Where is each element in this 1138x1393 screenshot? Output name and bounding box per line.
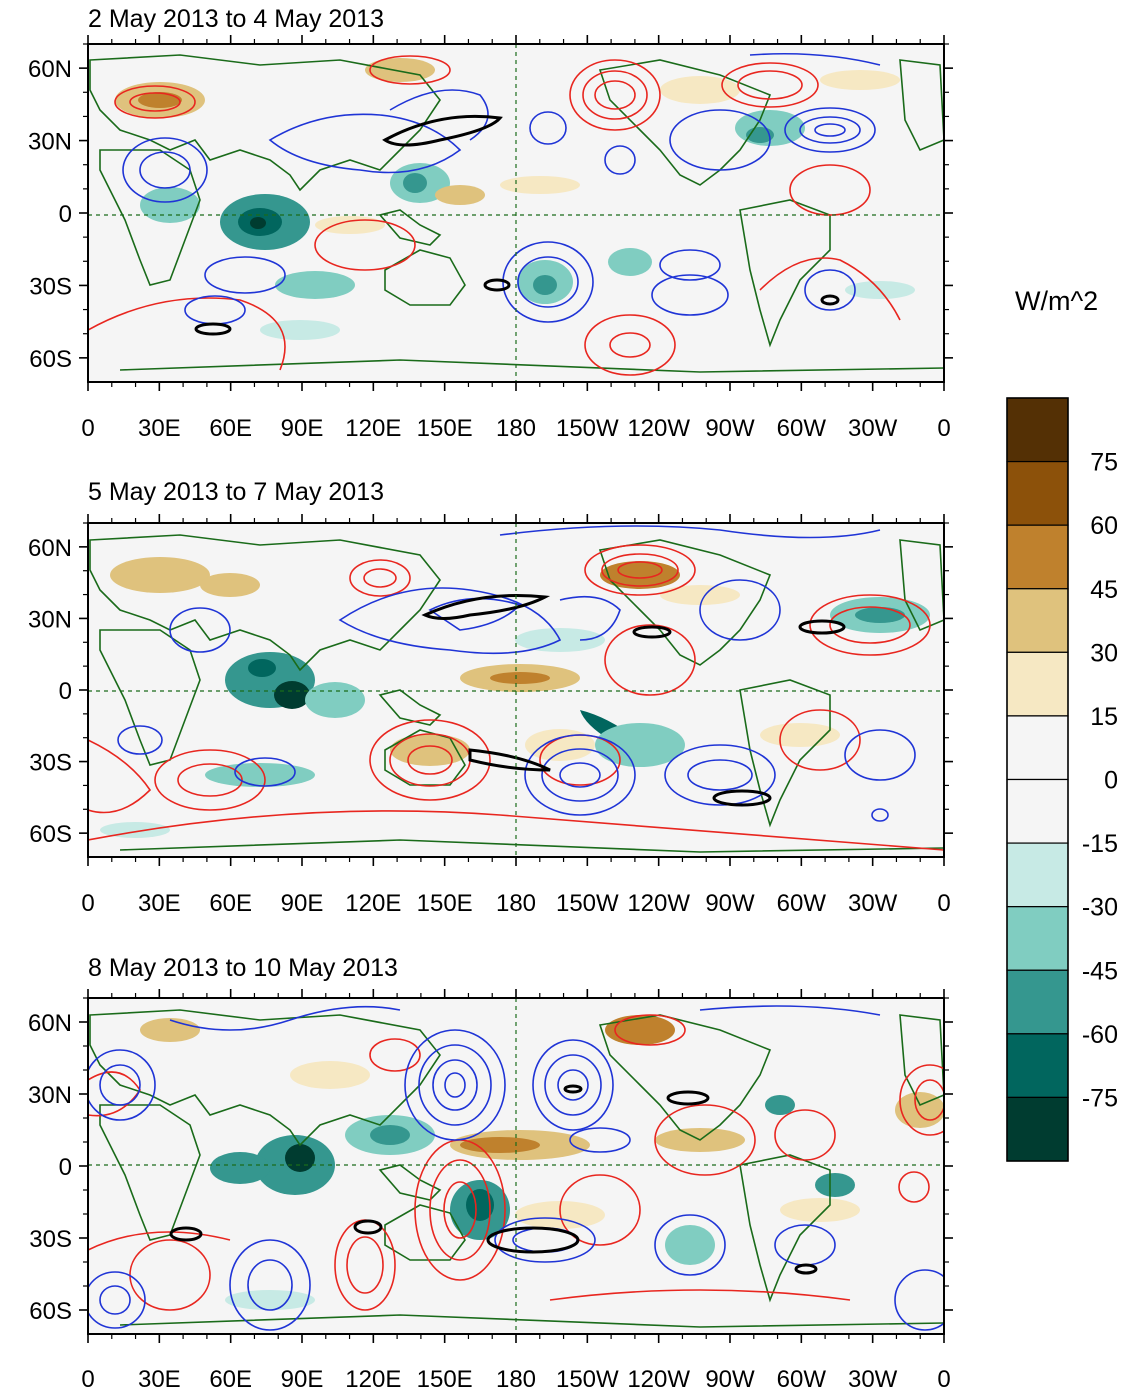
lon-tick-label: 60E [209, 1366, 252, 1393]
lon-tick-label: 60W [777, 415, 827, 442]
colorbar-swatch [1006, 1096, 1069, 1162]
panel-title: 8 May 2013 to 10 May 2013 [88, 954, 398, 982]
lon-tick-label: 30E [138, 1366, 181, 1393]
lon-tick-label: 120E [345, 415, 401, 442]
lat-tick-label: 60S [29, 346, 72, 373]
colorbar-labels: 75 60 45 30 15 0 -15 -30 -45 -60 -75 [1082, 449, 1118, 1113]
lon-tick-label: 30W [848, 415, 898, 442]
colorbar-swatch [1006, 778, 1069, 844]
lon-tick-label: 180 [496, 1366, 536, 1393]
map-panel-3: 8 May 2013 to 10 May 2013 [28, 954, 953, 1393]
lon-tick-label: 90E [281, 890, 324, 917]
panel-title: 2 May 2013 to 4 May 2013 [88, 5, 384, 33]
colorbar-swatch [1006, 588, 1069, 653]
colorbar-label: -15 [1082, 830, 1118, 858]
colorbar-swatch [1006, 460, 1069, 526]
lon-tick-label: 30W [848, 890, 898, 917]
lon-tick-label: 120W [627, 1366, 690, 1393]
colorbar-label: -30 [1082, 894, 1118, 922]
colorbar-units: W/m^2 [1015, 286, 1098, 316]
lon-tick-label: 150W [556, 890, 619, 917]
lon-tick-label: 90W [705, 1366, 755, 1393]
coastlines [89, 534, 944, 853]
lat-tick-label: 60S [29, 1298, 72, 1325]
colorbar-frame [1006, 397, 1069, 1162]
lon-tick-label: 150E [417, 890, 473, 917]
lat-tick-label: 30N [28, 129, 72, 156]
colorbar-swatch [1006, 524, 1069, 590]
lon-tick-label: 60E [209, 415, 252, 442]
colorbar-label: 45 [1090, 576, 1118, 604]
lon-tick-label: 90E [281, 415, 324, 442]
colorbar-swatch [1006, 715, 1069, 781]
colorbar-label: 15 [1090, 703, 1118, 731]
coastlines [89, 54, 944, 373]
lat-tick-label: 60S [29, 821, 72, 848]
lon-tick-label: 0 [937, 890, 950, 917]
axis-ticks: 0 30E 60E 90E 120E 150E 180 150W 120W 90W 60W 30W 0 6… [28, 514, 953, 917]
colorbar-swatch [1006, 906, 1069, 971]
colorbar-swatch [1006, 1033, 1069, 1099]
lat-tick-label: 30S [29, 750, 72, 777]
lon-tick-label: 0 [81, 890, 94, 917]
colorbar-label: 0 [1104, 767, 1118, 795]
colorbar: W/m^2 75 60 45 30 15 0 -15 -30 -45 -60 -75 [1006, 286, 1118, 1162]
lon-tick-label: 120E [345, 890, 401, 917]
colorbar-label: 30 [1090, 639, 1118, 667]
lon-tick-label: 30W [848, 1366, 898, 1393]
colorbar-swatches [1006, 397, 1069, 1162]
lat-tick-label: 30N [28, 606, 72, 633]
lon-tick-label: 150E [417, 1366, 473, 1393]
lon-tick-label: 120E [345, 1366, 401, 1393]
contour-lines [88, 52, 901, 376]
lat-tick-label: 30S [29, 1226, 72, 1253]
map-panel-1: 2 May 2013 to 4 May 2013 [28, 5, 953, 442]
lat-tick-label: 60N [28, 56, 72, 83]
lon-tick-label: 150W [556, 1366, 619, 1393]
lat-tick-label: 30S [29, 273, 72, 300]
lon-tick-label: 0 [937, 1366, 950, 1393]
lon-tick-label: 0 [81, 1366, 94, 1393]
contour-lines [88, 1005, 944, 1331]
lon-tick-label: 90W [705, 890, 755, 917]
lat-tick-label: 0 [59, 201, 72, 228]
lon-tick-label: 60E [209, 890, 252, 917]
colorbar-label: -60 [1082, 1021, 1118, 1049]
lat-tick-label: 60N [28, 535, 72, 562]
lat-tick-label: 0 [59, 678, 72, 705]
colorbar-label: -45 [1082, 957, 1118, 985]
lon-tick-label: 120W [627, 890, 690, 917]
lon-tick-label: 180 [496, 415, 536, 442]
panel-title: 5 May 2013 to 7 May 2013 [88, 478, 384, 506]
colorbar-swatch [1006, 651, 1069, 717]
lon-tick-label: 120W [627, 415, 690, 442]
lon-tick-label: 60W [777, 890, 827, 917]
shading-field [140, 1015, 944, 1310]
contour-lines [88, 525, 944, 851]
axis-ticks: 0 30E 60E 90E 120E 150E 180 150W 120W 90W 60W 30W 0 6… [28, 35, 953, 442]
colorbar-swatch [1006, 842, 1069, 908]
map-panel-2: 5 May 2013 to 7 May 2013 [28, 478, 953, 917]
lat-tick-label: 30N [28, 1082, 72, 1109]
lon-tick-label: 30E [138, 890, 181, 917]
lon-tick-label: 30E [138, 415, 181, 442]
lon-tick-label: 150E [417, 415, 473, 442]
lon-tick-label: 90W [705, 415, 755, 442]
lat-tick-label: 0 [59, 1154, 72, 1181]
lon-tick-label: 60W [777, 1366, 827, 1393]
lat-tick-label: 60N [28, 1010, 72, 1037]
lon-tick-label: 0 [81, 415, 94, 442]
axis-ticks: 0 30E 60E 90E 120E 150E 180 150W 120W 90W 60W 30W 0 6… [28, 989, 953, 1393]
colorbar-label: 75 [1090, 449, 1118, 477]
colorbar-label: -75 [1082, 1084, 1118, 1112]
lon-tick-label: 150W [556, 415, 619, 442]
colorbar-label: 60 [1090, 512, 1118, 540]
lon-tick-label: 90E [281, 1366, 324, 1393]
colorbar-swatch [1006, 969, 1069, 1035]
colorbar-swatch [1006, 397, 1069, 463]
lon-tick-label: 180 [496, 890, 536, 917]
lon-tick-label: 0 [937, 415, 950, 442]
